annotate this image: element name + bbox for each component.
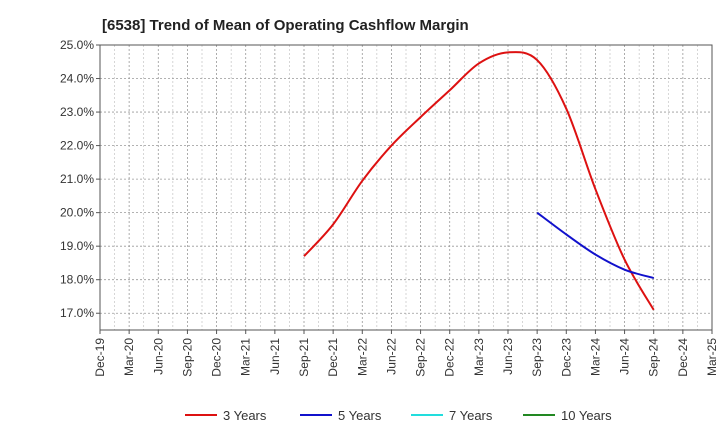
x-tick-label: Mar-23 xyxy=(472,338,486,376)
y-tick-label: 18.0% xyxy=(60,273,94,287)
x-tick-label: Sep-21 xyxy=(297,338,311,377)
x-tick-label: Jun-23 xyxy=(501,338,515,375)
x-tick-label: Mar-24 xyxy=(588,338,602,376)
legend-label-3-years: 3 Years xyxy=(223,408,267,423)
legend-label-10-years: 10 Years xyxy=(561,408,612,423)
y-tick-label: 22.0% xyxy=(60,139,94,153)
x-tick-label: Dec-23 xyxy=(559,338,573,377)
x-tick-label: Mar-20 xyxy=(122,338,136,376)
x-tick-label: Sep-24 xyxy=(647,338,661,377)
series-lines xyxy=(303,51,655,311)
x-tick-label: Jun-24 xyxy=(618,338,632,375)
legend-label-7-years: 7 Years xyxy=(449,408,493,423)
series-line-3-years xyxy=(303,51,655,311)
x-tick-label: Jun-21 xyxy=(268,338,282,375)
y-tick-label: 17.0% xyxy=(60,306,94,320)
y-tick-label: 23.0% xyxy=(60,105,94,119)
legend-label-5-years: 5 Years xyxy=(338,408,382,423)
x-tick-label: Mar-21 xyxy=(239,338,253,376)
x-tick-label: Mar-22 xyxy=(355,338,369,376)
plot-frame xyxy=(99,44,713,331)
x-tick-label: Dec-21 xyxy=(326,338,340,377)
y-tick-label: 20.0% xyxy=(60,206,94,220)
x-tick-label: Dec-24 xyxy=(676,338,690,377)
x-tick-label: Sep-23 xyxy=(530,338,544,377)
x-tick-label: Mar-25 xyxy=(705,338,719,376)
x-tick-label: Dec-20 xyxy=(210,338,224,377)
x-tick-label: Jun-22 xyxy=(384,338,398,375)
x-tick-label: Dec-22 xyxy=(443,338,457,377)
y-tick-label: 21.0% xyxy=(60,172,94,186)
x-tick-label: Dec-19 xyxy=(93,338,107,377)
y-tick-label: 19.0% xyxy=(60,239,94,253)
plot-area xyxy=(100,45,712,330)
y-tick-label: 24.0% xyxy=(60,72,94,86)
y-tick-label: 25.0% xyxy=(60,38,94,52)
x-axis: Dec-19 Mar-20 Jun-20 Sep-20 Dec-20 Mar-21 Jun-… xyxy=(93,330,719,377)
x-tick-label: Jun-20 xyxy=(151,338,165,375)
x-tick-label: Sep-20 xyxy=(180,338,194,377)
legend: 3 Years 5 Years 7 Years 10 Years xyxy=(185,408,612,423)
x-tick-label: Sep-22 xyxy=(414,338,428,377)
series-line-5-years xyxy=(536,211,654,279)
y-axis: 17.0% 18.0% 19.0% 20.0% 21.0% 22.0% 23.0% 24.0%… xyxy=(60,38,100,320)
chart-title: [6538] Trend of Mean of Operating Cashfl… xyxy=(102,17,469,34)
